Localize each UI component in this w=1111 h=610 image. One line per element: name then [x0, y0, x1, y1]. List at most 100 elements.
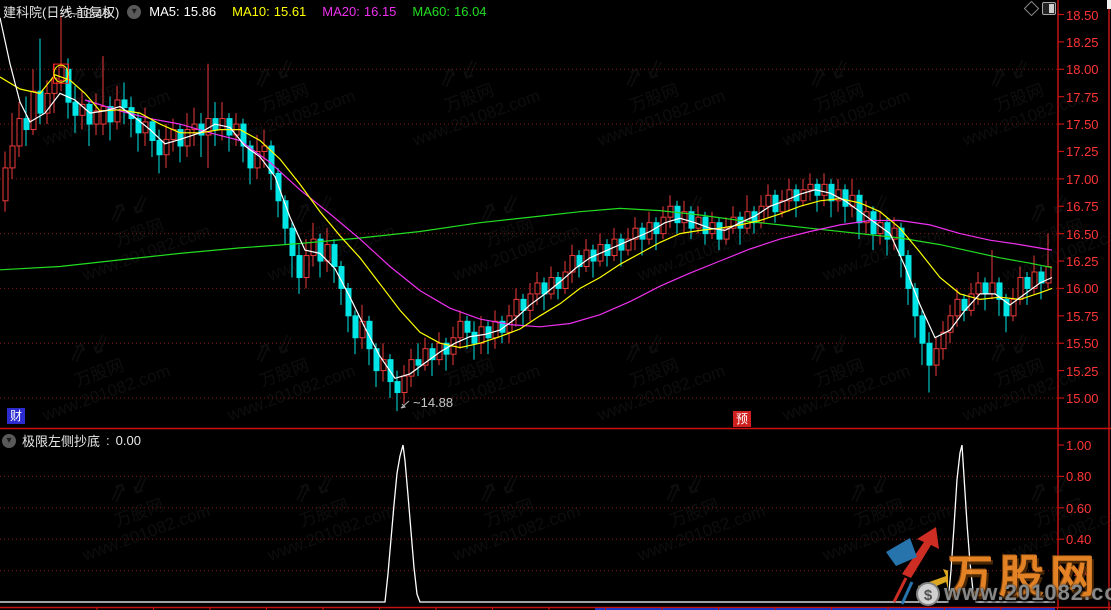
candle-body	[79, 103, 86, 116]
indicator-line	[0, 444, 1055, 603]
candle-body	[408, 359, 415, 377]
candle-body	[2, 167, 9, 202]
price-axis-label: 18.00	[1066, 62, 1099, 78]
candle-body	[968, 293, 975, 311]
candle-body	[534, 282, 541, 295]
indicator-value: 0.00	[115, 433, 141, 448]
candle-body	[366, 320, 373, 350]
candle-body	[1003, 298, 1010, 317]
candle-body	[996, 282, 1003, 300]
candle-body	[93, 110, 100, 125]
price-axis-label: 18.50	[1066, 7, 1099, 23]
high-annotation: ~18.49	[70, 6, 111, 21]
price-axis-label: 17.00	[1066, 171, 1099, 187]
candle-body	[191, 123, 198, 131]
candle-body	[779, 200, 786, 213]
candle-body	[135, 118, 142, 134]
candle-body	[688, 211, 695, 229]
indicator-axis-label: 0.40	[1066, 532, 1092, 548]
candle-body	[1024, 276, 1031, 289]
ma5-legend: MA5: 15.86	[149, 4, 217, 19]
candle-body	[163, 138, 170, 156]
candle-body	[401, 375, 408, 394]
price-axis-label: 18.25	[1066, 34, 1099, 50]
candle-body	[1010, 298, 1017, 317]
signal-marker-ring	[53, 64, 69, 83]
logo-url-text: www.201082.com	[944, 580, 1111, 605]
candle-body	[289, 227, 296, 257]
candle-body	[716, 222, 723, 240]
candle-body	[695, 216, 702, 229]
candle-body	[583, 249, 590, 268]
candle-body	[352, 315, 359, 339]
candle-body	[303, 255, 310, 278]
candle-body	[471, 331, 478, 344]
candle-body	[247, 145, 254, 169]
annotation-hook	[61, 9, 70, 18]
candle-body	[240, 123, 247, 147]
candle-body	[30, 90, 37, 131]
candle-body	[9, 145, 16, 169]
price-axis-label: 17.50	[1066, 117, 1099, 133]
indicator-axis-label: 0.20	[1066, 563, 1092, 579]
candle-body	[156, 140, 163, 156]
candle-body	[562, 271, 569, 289]
candle-body	[954, 298, 961, 317]
candle-body	[940, 331, 947, 350]
candle-body	[856, 194, 863, 224]
candle-body	[926, 342, 933, 366]
candle-body	[681, 211, 688, 224]
scrollbar-thumb[interactable]	[1107, 0, 1111, 9]
candle-body	[429, 348, 436, 361]
candle-body	[345, 287, 352, 317]
candle-body	[919, 315, 926, 344]
candle-body	[576, 255, 583, 268]
candle-body	[23, 118, 30, 131]
candle-body	[219, 118, 226, 131]
candle-body	[933, 348, 940, 366]
price-axis-label: 17.25	[1066, 144, 1099, 160]
candle-body	[58, 66, 65, 81]
candle-body	[548, 276, 555, 295]
kite-logo-icon: $	[886, 527, 962, 606]
candle-body	[989, 282, 996, 295]
candle-body	[898, 227, 905, 257]
ma20-legend: MA20: 16.15	[322, 4, 397, 19]
ma10-legend: MA10: 15.61	[232, 4, 307, 19]
candle-body	[16, 118, 23, 147]
price-axis-label: 15.75	[1066, 308, 1099, 324]
candle-body	[513, 298, 520, 317]
price-axis-label: 16.50	[1066, 226, 1099, 242]
page-icon[interactable]	[1042, 2, 1056, 15]
candle-body	[625, 238, 632, 251]
candle-body	[905, 255, 912, 289]
candle-body	[569, 255, 576, 273]
indicator-header: ▾ 极限左侧抄底 : 0.00	[2, 431, 141, 450]
candle-body	[891, 227, 898, 240]
chevron-down-circle-icon[interactable]: ▾	[127, 4, 142, 19]
ma-line-ma10	[0, 74, 1053, 349]
candle-body	[786, 189, 793, 202]
finance-badge[interactable]: 财	[7, 408, 26, 424]
candle-body	[177, 129, 184, 147]
candle-body	[730, 216, 737, 229]
candle-body	[800, 189, 807, 202]
candle-body	[261, 145, 268, 152]
chevron-down-circle-icon[interactable]: ▾	[2, 433, 16, 448]
candle-body	[254, 150, 261, 169]
price-axis-label: 15.00	[1066, 391, 1099, 406]
candle-body	[821, 183, 828, 196]
candle-body	[835, 189, 842, 202]
candle-body	[37, 90, 44, 114]
candle-body	[884, 222, 891, 240]
stock-title: 建科院(日线.前复权)	[3, 5, 120, 20]
candle-body	[317, 238, 324, 262]
candle-body	[331, 244, 338, 268]
ma-legend: MA5: 15.86 MA10: 15.61 MA20: 16.15 MA60: 16.…	[149, 4, 486, 19]
candle-body	[947, 315, 954, 333]
preview-badge[interactable]: 预	[733, 411, 752, 427]
candle-body	[100, 106, 107, 125]
annotation-arrowhead	[400, 403, 406, 409]
candle-body	[723, 227, 730, 240]
